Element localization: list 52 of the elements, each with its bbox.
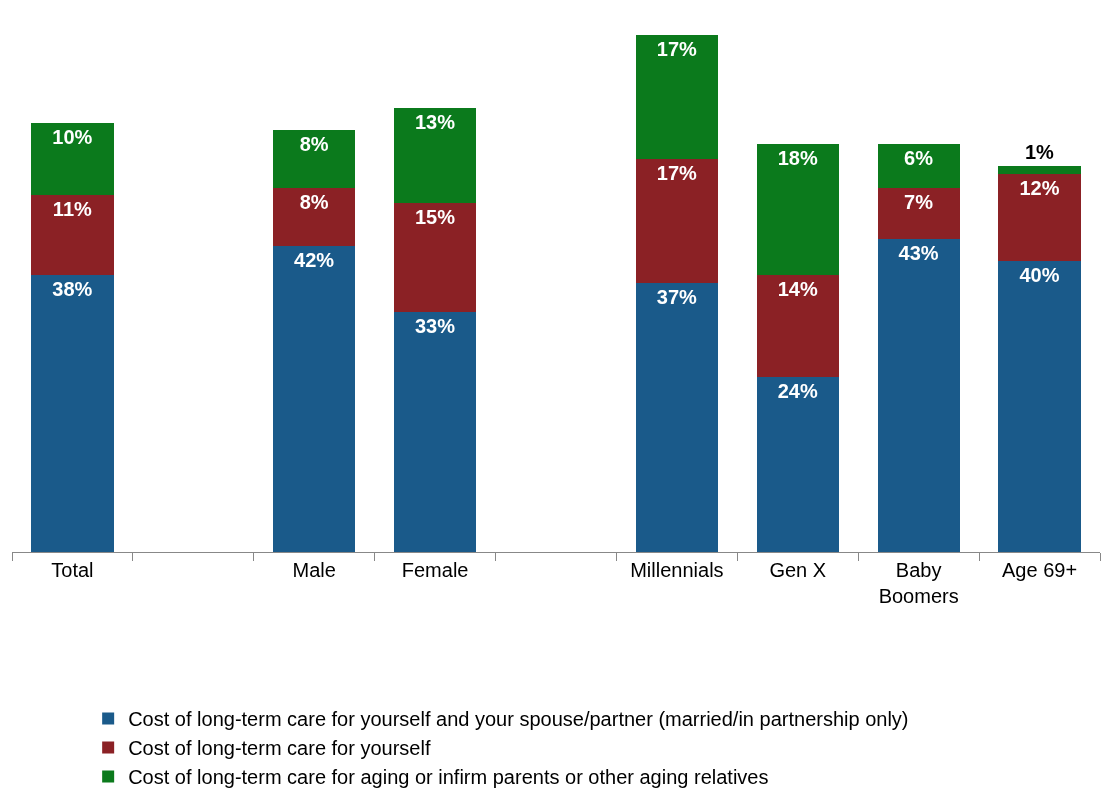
legend-label: Cost of long-term care for yourself and your spouse/partner (married/in partnership only)	[128, 708, 909, 731]
data-label: 13%	[414, 110, 456, 133]
data-label: 37%	[656, 285, 698, 308]
data-label: 43%	[898, 242, 939, 265]
data-label: 8%	[299, 132, 329, 155]
x-tick-label: Female	[401, 559, 469, 581]
bar	[31, 275, 114, 552]
bar	[877, 188, 960, 240]
data-label: 14%	[777, 278, 818, 301]
data-label: 18%	[777, 147, 818, 170]
bar	[394, 311, 477, 552]
x-tick-label: Baby Boomers	[878, 559, 959, 607]
data-label: 38%	[52, 278, 93, 301]
bar	[31, 122, 114, 196]
bar	[756, 144, 839, 276]
x-tick-label: Male	[292, 559, 336, 581]
bar	[273, 188, 356, 247]
data-label: 33%	[414, 314, 456, 337]
data-label: 11%	[52, 198, 93, 221]
x-tick-label: Millennials	[630, 559, 724, 581]
bar	[394, 107, 477, 203]
data-label: 7%	[904, 191, 934, 214]
bar	[877, 239, 960, 552]
bar	[635, 282, 718, 552]
bar	[756, 377, 839, 552]
data-label: 1%	[1024, 141, 1055, 164]
bar	[273, 246, 356, 552]
data-label: 6%	[904, 147, 934, 170]
bar	[31, 195, 114, 276]
data-label: 17%	[656, 161, 698, 184]
x-tick-label: Gen X	[769, 559, 827, 581]
bar	[998, 173, 1081, 261]
bar	[635, 158, 718, 283]
x-tick-label: Age 69+	[1002, 559, 1078, 581]
bar	[394, 202, 477, 312]
bar	[635, 35, 718, 159]
bar	[998, 166, 1081, 174]
legend-label: Cost of long-term care for yourself	[128, 737, 431, 760]
data-label: 10%	[52, 125, 93, 148]
bar	[998, 260, 1081, 552]
bar	[273, 129, 356, 189]
x-tick-label: Total	[51, 559, 94, 581]
legend-label: Cost of long-term care for aging or infirm parents or other aging relatives	[128, 766, 769, 789]
data-label: 24%	[777, 380, 818, 403]
bar	[877, 144, 960, 189]
data-label: 15%	[414, 205, 456, 228]
data-label: 42%	[294, 249, 335, 272]
bar	[756, 275, 839, 378]
data-label: 40%	[1019, 263, 1060, 286]
data-label: 17%	[656, 38, 698, 61]
data-label: 12%	[1019, 176, 1060, 199]
data-label: 8%	[299, 191, 329, 214]
